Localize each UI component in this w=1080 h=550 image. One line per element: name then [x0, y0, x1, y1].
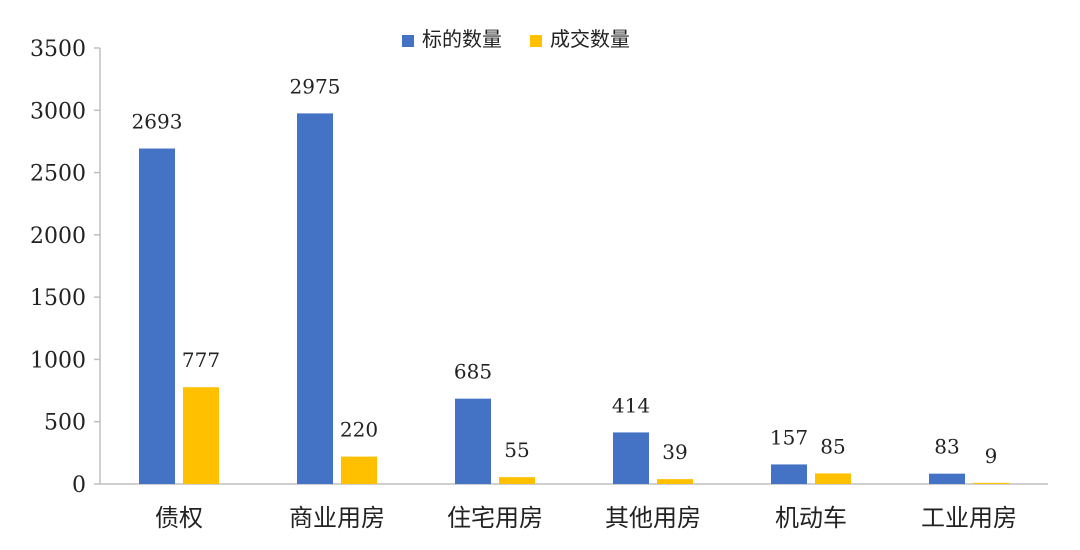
bar-series2 — [183, 387, 219, 484]
data-label: 414 — [612, 393, 650, 417]
data-labels: 2693 2975 685 414 157 83 777 220 55 39 85 9 — [132, 74, 998, 467]
data-label: 685 — [454, 360, 492, 384]
y-tick-label: 3000 — [30, 99, 86, 124]
data-label: 777 — [182, 348, 220, 372]
bar-series1 — [455, 398, 491, 484]
data-label: 9 — [985, 444, 998, 468]
bar-series2 — [499, 477, 535, 484]
x-category-label: 机动车 — [775, 504, 847, 532]
bar-series1 — [613, 432, 649, 484]
legend-swatch — [402, 35, 414, 47]
bar-series2 — [657, 479, 693, 484]
data-label: 83 — [934, 435, 959, 459]
legend-swatch — [530, 35, 542, 47]
y-tick-label: 0 — [72, 473, 86, 498]
data-label: 39 — [662, 440, 687, 464]
data-label: 85 — [820, 434, 845, 458]
bar-series1 — [297, 113, 333, 485]
y-tick-label: 1500 — [30, 286, 86, 311]
bar-series2 — [341, 456, 377, 484]
x-category-label: 商业用房 — [289, 504, 385, 532]
legend-label: 标的数量 — [422, 27, 502, 51]
data-label: 157 — [770, 425, 808, 449]
y-tick-label: 500 — [44, 411, 86, 436]
x-category-label: 工业用房 — [921, 504, 1017, 532]
bar-series1 — [929, 473, 965, 484]
bars — [139, 113, 1009, 485]
axes: 0 500 1000 1500 2000 2500 3000 3500 债权 商业用房 住宅用房 其他… — [30, 37, 1048, 532]
legend: 标的数量 成交数量 — [402, 27, 630, 51]
y-tick-label: 3500 — [30, 37, 86, 62]
bar-series1 — [771, 464, 807, 484]
data-label: 2693 — [132, 110, 183, 134]
y-tick-label: 1000 — [30, 348, 86, 373]
bar-series2 — [815, 473, 851, 484]
y-tick-label: 2500 — [30, 162, 86, 187]
x-category-label: 住宅用房 — [447, 504, 543, 532]
bar-series1 — [139, 148, 175, 484]
legend-label: 成交数量 — [550, 27, 630, 51]
data-label: 2975 — [290, 74, 341, 98]
y-tick-label: 2000 — [30, 224, 86, 249]
x-category-label: 其他用房 — [605, 504, 701, 532]
bar-series2 — [973, 482, 1009, 484]
x-category-label: 债权 — [155, 504, 203, 532]
data-label: 220 — [340, 418, 378, 442]
data-label: 55 — [504, 438, 529, 462]
